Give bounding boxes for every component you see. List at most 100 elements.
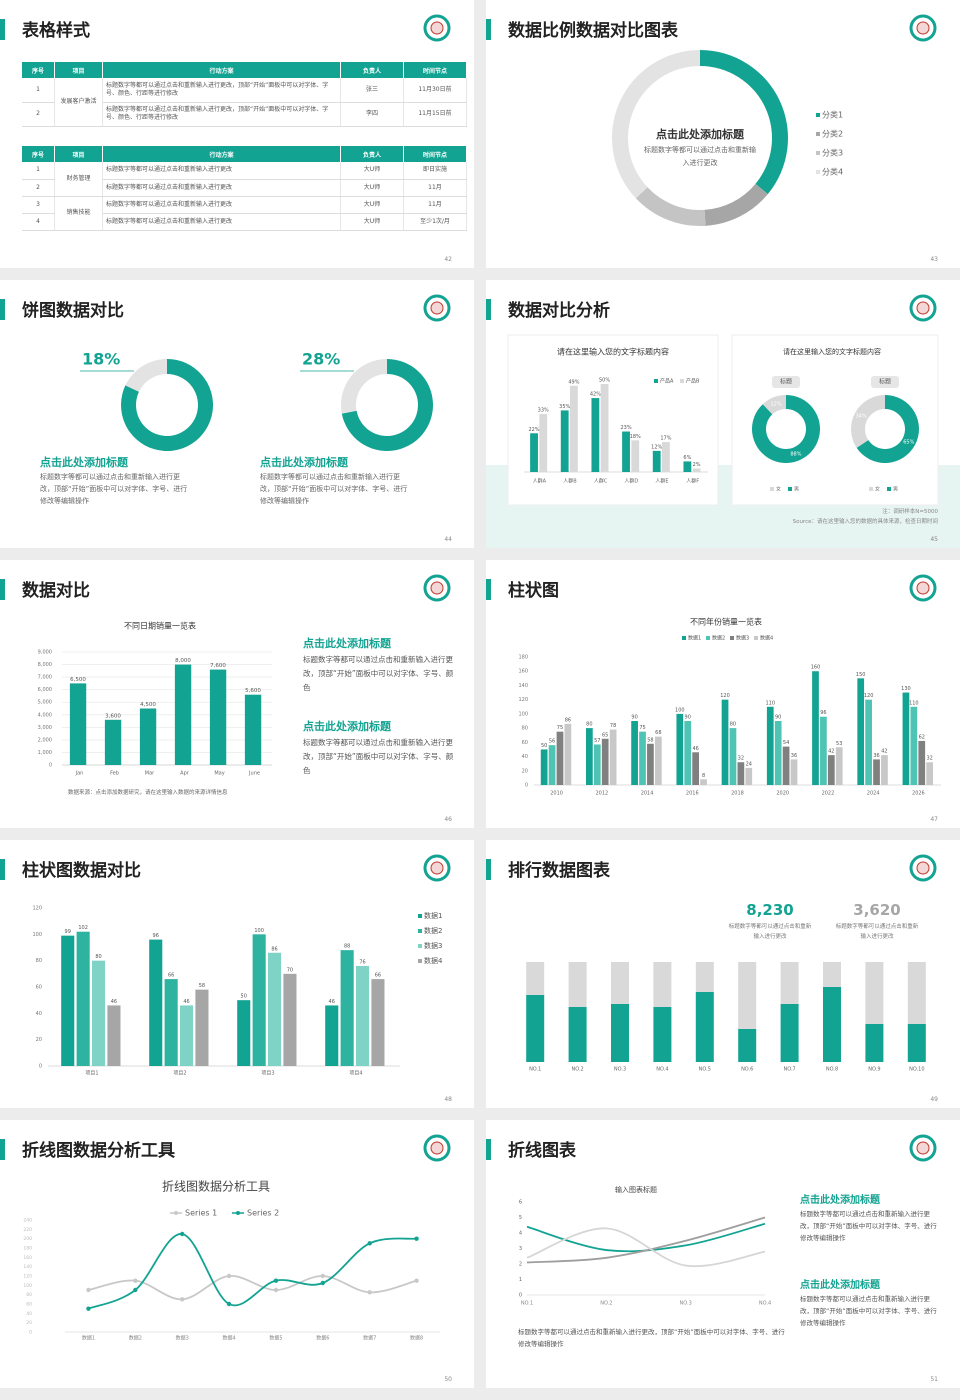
- bar: [812, 671, 819, 785]
- bar: [209, 669, 227, 765]
- pie-label-box: [772, 376, 800, 388]
- bar: [907, 1024, 926, 1062]
- y-tick-label: 8,000: [38, 662, 52, 668]
- x-tick-label: 数据3: [176, 1335, 189, 1342]
- title-accent: [486, 1139, 491, 1160]
- data-table: 序号 项目 行动方案 负责人 时间节点 1 发展客户激活 标题数字等都可以通过点击和重新输入进…: [22, 62, 467, 127]
- data-label: 66: [375, 973, 381, 979]
- x-tick-label: 人群D: [624, 478, 638, 485]
- x-tick-label: NO.6: [741, 1067, 753, 1073]
- bar: [865, 962, 884, 1024]
- bar: [556, 731, 564, 785]
- bar: [790, 759, 798, 785]
- x-tick-label: 人群C: [594, 478, 608, 485]
- bar: [591, 398, 600, 472]
- bar: [356, 965, 370, 1066]
- header-row: 序号 项目 行动方案 负责人 时间节点: [22, 62, 467, 78]
- data-label: 33%: [538, 407, 549, 413]
- logo-core: [430, 301, 444, 315]
- x-tick-label: 数据4: [222, 1335, 235, 1342]
- chart-title: 不同日期销量一览表: [124, 621, 196, 631]
- chart-title: 请在这里输入您的文字标题内容: [557, 347, 669, 357]
- y-tick-label: 6,000: [38, 687, 52, 693]
- data-table: 序号 项目 行动方案 负责人 时间节点 1 财务管理 标题数字等都可以通过点击和重新输入进行更…: [22, 146, 467, 231]
- x-tick-label: 2026: [912, 791, 925, 797]
- bar: [526, 962, 545, 995]
- legend-label: 分类3: [822, 148, 843, 158]
- value-label: 28%: [302, 350, 340, 369]
- legend-label: 数据3: [736, 635, 749, 642]
- point: [86, 1306, 91, 1311]
- legend-label: Series 1: [185, 1209, 217, 1218]
- x-tick-label: 项目3: [261, 1071, 274, 1077]
- bar: [692, 468, 701, 472]
- table-row: 4 标题数字等都可以通过点击和重新输入进行更改 大U师 至少1次/月: [22, 213, 467, 231]
- bar: [601, 738, 609, 785]
- bar: [695, 962, 714, 992]
- bar: [548, 745, 556, 785]
- bar: [780, 1004, 799, 1062]
- legend-swatch: [654, 379, 658, 383]
- cell: 1: [22, 78, 55, 103]
- y-tick-label: 6: [519, 1200, 522, 1206]
- page-number: 44: [444, 536, 452, 543]
- y-tick-label: 20: [26, 1320, 32, 1326]
- x-tick-label: NO.5: [699, 1067, 711, 1073]
- title-accent: [0, 1139, 5, 1160]
- bar: [780, 962, 799, 1004]
- series-line: [526, 1227, 766, 1268]
- ring-share: [125, 359, 167, 392]
- header-cell: 行动方案: [102, 62, 341, 78]
- page-number: 51: [930, 1376, 938, 1383]
- y-tick-label: 60: [26, 1302, 32, 1308]
- x-tick-label: 2016: [686, 791, 699, 797]
- pie-segment: [762, 395, 786, 415]
- stat-value: 3,620: [853, 901, 901, 919]
- bar: [823, 987, 841, 1062]
- bar: [653, 962, 672, 1007]
- bar: [164, 979, 178, 1066]
- panel-heading: 点击此处添加标题: [40, 456, 128, 469]
- panel-text: 标题数字等都可以通过点击和重新输入进行更改，顶部“开始”面板中可以对字体、字号、…: [260, 473, 408, 505]
- header-cell: 序号: [22, 62, 55, 78]
- slide-title: 饼图数据对比: [22, 301, 124, 321]
- data-label: 65: [602, 732, 608, 738]
- title-accent: [486, 579, 491, 600]
- data-label: 32: [926, 756, 932, 762]
- slide-title: 柱状图数据对比: [22, 861, 141, 881]
- y-tick-label: 0: [525, 783, 528, 789]
- data-label: 46: [111, 999, 117, 1005]
- header-cell: 时间节点: [403, 146, 467, 162]
- data-label: 42: [828, 749, 834, 755]
- header-row: 序号 项目 行动方案 负责人 时间节点: [22, 146, 467, 162]
- panel-text: 标题数字等都可以通过点击和重新输入进行更改，顶部“开始”面板中可以对字体、字号、…: [40, 473, 188, 505]
- bar: [568, 1007, 587, 1062]
- x-tick-label: 人群A: [533, 478, 547, 485]
- header-cell: 项目: [54, 62, 103, 78]
- cell: 大U师: [340, 213, 404, 231]
- logo-core: [430, 861, 444, 875]
- bar: [195, 989, 209, 1066]
- cell: 11月: [403, 179, 467, 197]
- bar: [782, 746, 790, 785]
- title-accent: [486, 299, 491, 320]
- y-tick-label: 60: [36, 985, 42, 991]
- legend-label: 数据1: [688, 635, 701, 642]
- legend-label: 女: [776, 486, 781, 493]
- ring-rest: [341, 359, 434, 451]
- y-tick-label: 3: [519, 1246, 522, 1252]
- data-label: 35%: [559, 404, 570, 410]
- bar: [371, 979, 385, 1066]
- legend-swatch: [418, 944, 422, 948]
- slide-title: 折线图数据分析工具: [22, 1141, 175, 1161]
- x-tick-label: 人群B: [563, 478, 577, 485]
- slide-title: 表格样式: [22, 21, 90, 41]
- y-tick-label: 20: [36, 1037, 42, 1043]
- header-cell: 负责人: [340, 146, 404, 162]
- x-tick-label: 2018: [731, 791, 744, 797]
- y-tick-label: 120: [23, 1274, 32, 1280]
- data-label: 75: [557, 725, 563, 731]
- logo-core: [430, 581, 444, 595]
- pie-label: 标题: [780, 378, 792, 386]
- point: [414, 1278, 419, 1283]
